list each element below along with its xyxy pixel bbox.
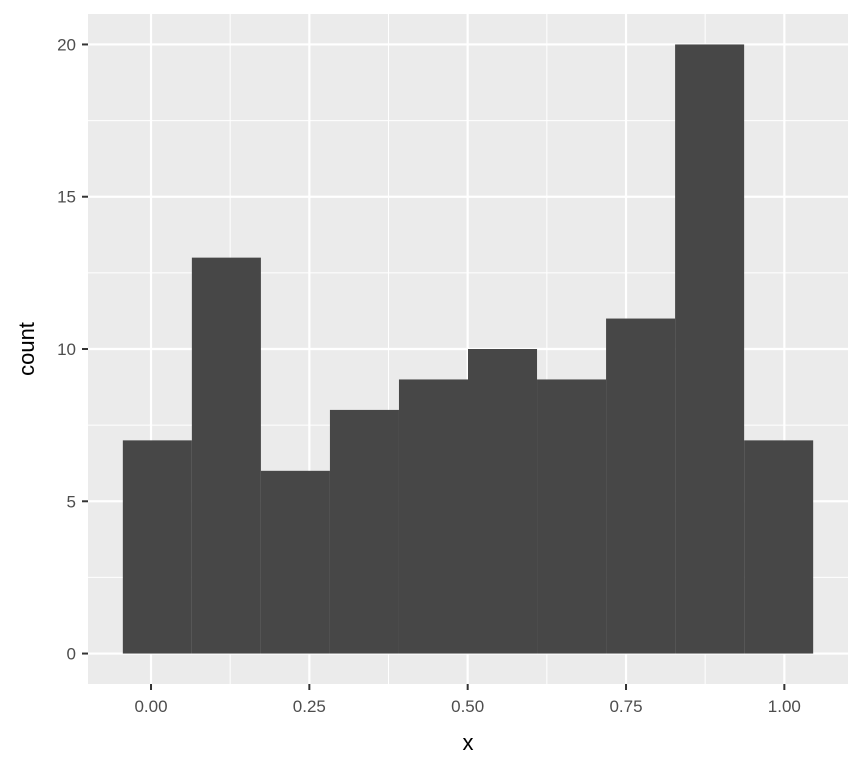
x-tick-label: 0.75 xyxy=(609,697,642,716)
histogram-bar xyxy=(744,440,814,654)
histogram-bar xyxy=(191,257,261,654)
y-tick-label: 10 xyxy=(57,340,76,359)
bars xyxy=(122,44,814,654)
x-tick-label: 0.50 xyxy=(451,697,484,716)
histogram-bar xyxy=(260,470,330,654)
x-axis: 0.00 0.25 0.50 0.75 1.00 xyxy=(134,684,801,716)
histogram-bar xyxy=(122,440,192,654)
x-axis-title: x xyxy=(463,730,474,755)
histogram-bar xyxy=(675,44,745,654)
x-tick-label: 0.00 xyxy=(134,697,167,716)
y-axis-title: count xyxy=(14,322,39,376)
histogram-bar xyxy=(606,318,676,654)
y-tick-label: 0 xyxy=(67,645,76,664)
x-tick-label: 0.25 xyxy=(293,697,326,716)
y-axis: 0 5 10 15 20 xyxy=(57,35,88,664)
y-tick-label: 15 xyxy=(57,188,76,207)
histogram-bar xyxy=(468,349,538,654)
x-tick-label: 1.00 xyxy=(768,697,801,716)
y-tick-label: 20 xyxy=(57,35,76,54)
histogram-bar xyxy=(537,379,607,654)
histogram-bar xyxy=(398,379,468,654)
histogram-bar xyxy=(329,409,399,654)
y-tick-label: 5 xyxy=(67,492,76,511)
